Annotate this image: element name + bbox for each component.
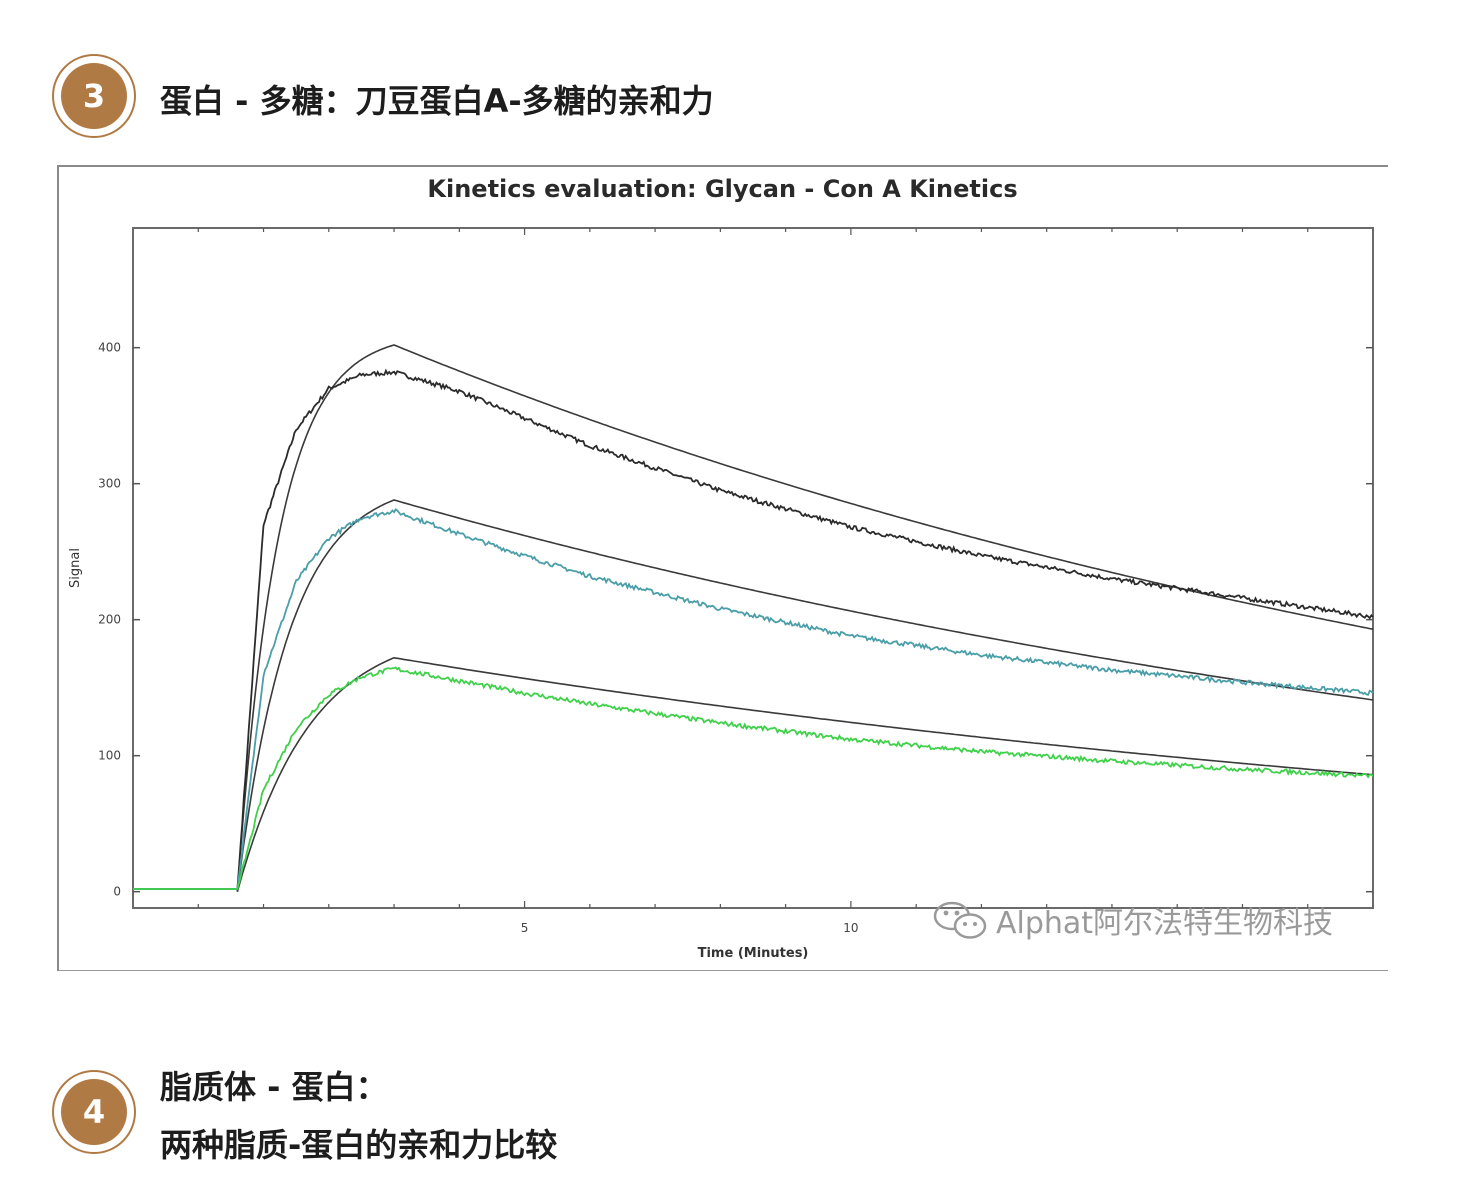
y-axis-ticks: 0 100 200 300 400 bbox=[98, 341, 1373, 899]
section-4-title-line-1: 脂质体 - 蛋白： bbox=[160, 1068, 388, 1106]
wechat-icon bbox=[932, 900, 990, 950]
y-tick-label: 300 bbox=[98, 477, 121, 491]
fit-curve bbox=[236, 656, 1374, 892]
series-line bbox=[133, 666, 1374, 890]
section-4-title-line-2: 两种脂质-蛋白的亲和力比较 bbox=[160, 1126, 558, 1164]
x-axis-ticks: 5 10 bbox=[197, 228, 1309, 935]
y-axis-label: Signal bbox=[68, 548, 83, 588]
x-axis-label: Time (Minutes) bbox=[698, 946, 809, 961]
watermark: Alphat阿尔法特生物科技 bbox=[932, 898, 1333, 950]
watermark-text: Alphat阿尔法特生物科技 bbox=[996, 906, 1334, 941]
fit-curve bbox=[236, 499, 1374, 892]
section-4-number: 4 bbox=[61, 1079, 127, 1145]
data-series bbox=[133, 368, 1374, 890]
chart-frame bbox=[57, 165, 1388, 971]
series-line bbox=[133, 508, 1374, 890]
plot-area bbox=[132, 227, 1374, 909]
x-tick-label: 10 bbox=[843, 921, 858, 935]
series-line bbox=[133, 368, 1374, 890]
chart-title: Kinetics evaluation: Glycan - Con A Kine… bbox=[427, 175, 1018, 203]
y-tick-label: 200 bbox=[98, 613, 121, 627]
x-tick-label: 5 bbox=[521, 921, 529, 935]
fit-curve bbox=[236, 344, 1374, 892]
fit-curves bbox=[236, 344, 1374, 892]
section-3-badge: 3 bbox=[52, 54, 136, 138]
y-tick-label: 0 bbox=[113, 885, 121, 899]
y-tick-label: 400 bbox=[98, 341, 121, 355]
section-4-badge: 4 bbox=[52, 1070, 136, 1154]
section-3-number: 3 bbox=[61, 63, 127, 129]
y-tick-label: 100 bbox=[98, 749, 121, 763]
section-3-title: 蛋白 - 多糖：刀豆蛋白A-多糖的亲和力 bbox=[160, 82, 714, 120]
